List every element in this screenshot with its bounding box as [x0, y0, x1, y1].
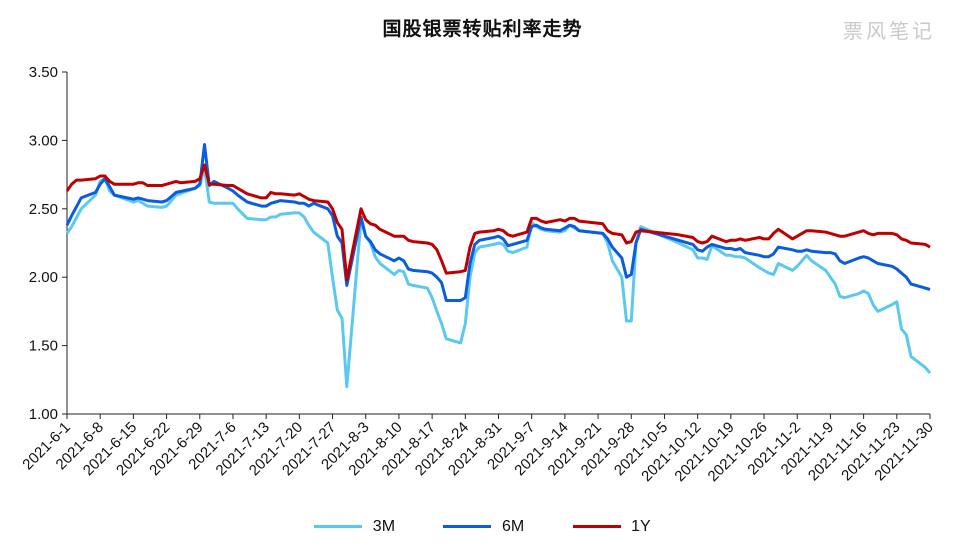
series-line-6m	[65, 143, 931, 302]
y-tick-label: 1.00	[29, 406, 58, 423]
y-tick-label: 2.50	[29, 201, 58, 218]
y-tick-label: 3.00	[29, 132, 58, 149]
legend-swatch-1y	[572, 525, 621, 529]
chart-title: 国股银票转贴利率走势	[382, 18, 583, 40]
series-layer	[65, 143, 932, 389]
chart-axes: 3.503.002.502.001.501.002021-6-12021-6-8…	[19, 64, 936, 485]
line-chart: 3.503.002.502.001.501.002021-6-12021-6-8…	[19, 64, 936, 485]
watermark-text: 票风笔记	[843, 19, 935, 43]
y-tick-label: 3.50	[29, 64, 58, 81]
y-tick-label: 2.00	[29, 269, 58, 286]
legend-label-1y: 1Y	[631, 518, 651, 535]
legend-item-1y: 1Y	[572, 518, 651, 536]
series-line-3m	[65, 166, 932, 389]
legend-item-3m: 3M	[314, 518, 395, 536]
legend-swatch-6m	[443, 525, 492, 529]
series-line-1y	[65, 163, 931, 282]
legend-swatch-3m	[314, 525, 363, 529]
legend-item-6m: 6M	[443, 518, 524, 536]
legend-label-6m: 6M	[501, 518, 525, 535]
legend-label-3m: 3M	[372, 518, 396, 535]
chart-legend: 3M 6M 1Y	[0, 518, 965, 536]
y-tick-label: 1.50	[29, 338, 58, 355]
